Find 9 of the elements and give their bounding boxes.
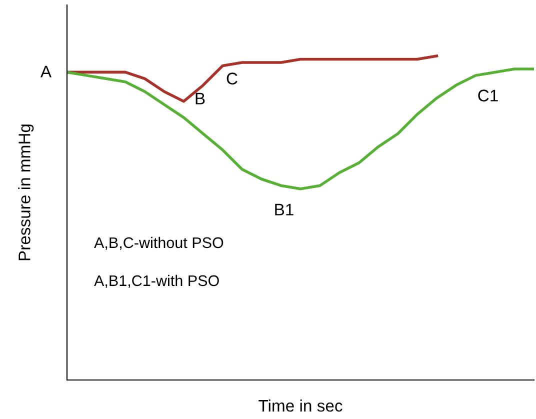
annotation: C1 [478,90,498,102]
annotation: C [226,72,238,84]
annotation: A,B1,C1-with PSO [94,274,219,288]
x-axis-title: Time in sec [258,399,342,412]
annotation: A,B,C-without PSO [94,236,224,250]
annotation: B1 [275,204,294,216]
y-axis-title: Pressure in mmHg [18,124,34,260]
annotation: B [196,92,205,104]
text: A [40,66,52,78]
